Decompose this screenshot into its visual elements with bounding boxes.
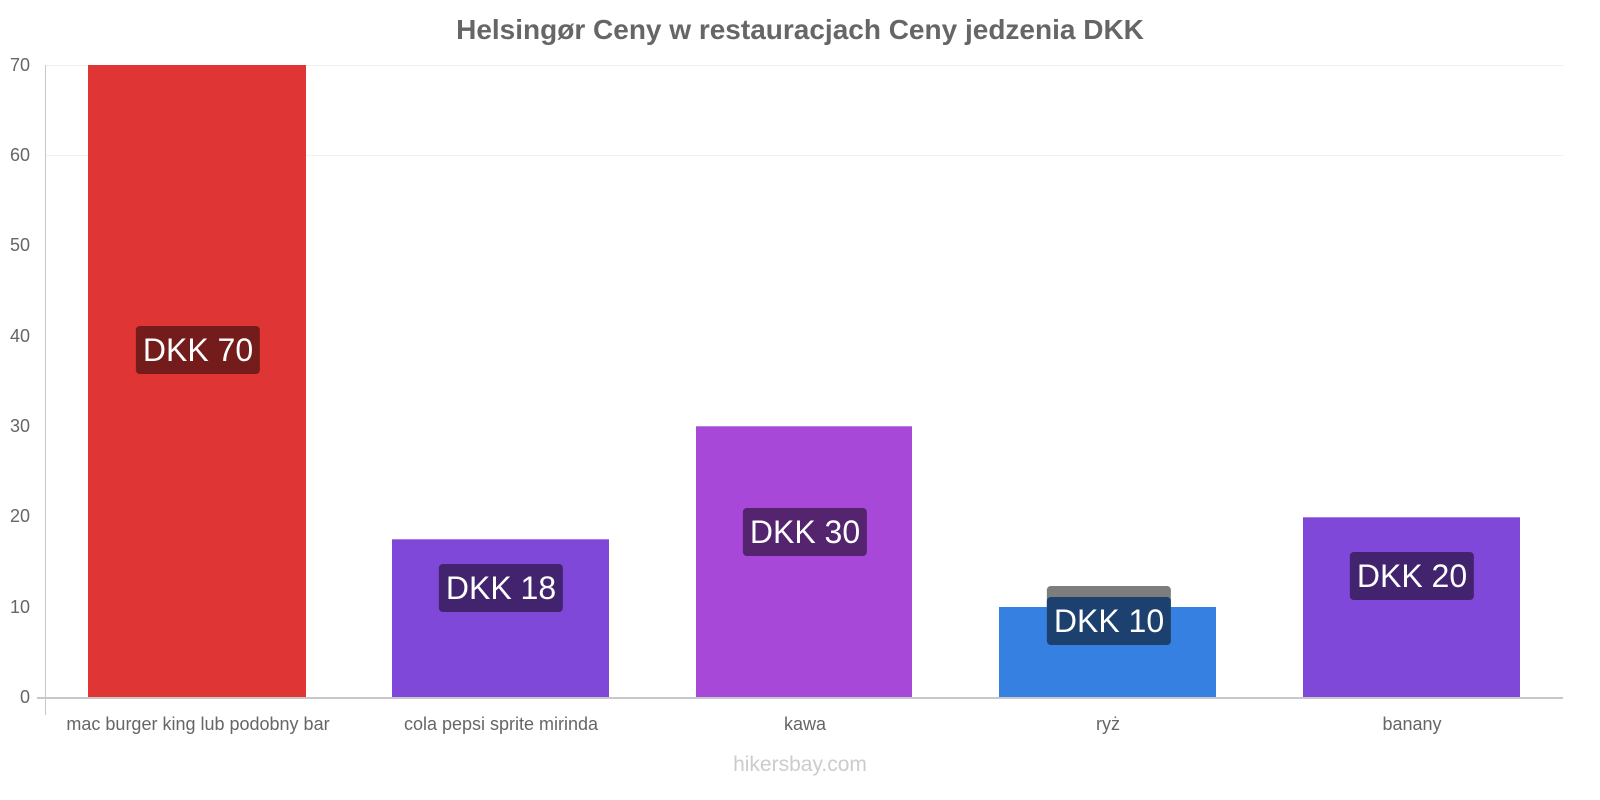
- data-label-ryz: DKK 10: [1046, 597, 1172, 645]
- x-label-mac-burger: mac burger king lub podobny bar: [66, 714, 330, 734]
- y-tick-30: 30: [9, 416, 30, 436]
- y-tick-20: 20: [9, 506, 30, 526]
- data-label-cola: DKK 18: [438, 564, 564, 612]
- plot-area: [45, 65, 1563, 697]
- y-tick-40: 40: [9, 326, 30, 346]
- gridline-70: [45, 65, 1563, 66]
- data-label-mac-burger: DKK 70: [135, 326, 261, 374]
- x-axis-line: [37, 697, 1563, 699]
- y-tick-70: 70: [9, 55, 30, 75]
- y-tick-10: 10: [9, 597, 30, 617]
- gridline-60: [45, 155, 1563, 156]
- chart-title: Helsingør Ceny w restauracjach Ceny jedz…: [456, 14, 1144, 45]
- bar-mac-burger: [88, 65, 306, 697]
- x-label-ryz: ryż: [1096, 714, 1120, 734]
- data-label-kawa: DKK 30: [742, 508, 868, 556]
- y-axis-line: [45, 65, 46, 715]
- x-label-kawa: kawa: [783, 714, 827, 734]
- x-label-banany: banany: [1382, 714, 1442, 734]
- bar-cola: [392, 539, 609, 697]
- y-tick-50: 50: [9, 235, 30, 255]
- x-label-cola: cola pepsi sprite mirinda: [403, 714, 599, 734]
- bar-kawa: [696, 426, 912, 697]
- y-tick-0: 0: [19, 687, 30, 707]
- bar-banany: [1303, 517, 1520, 697]
- watermark: hikersbay.com: [733, 753, 867, 776]
- data-label-banany: DKK 20: [1349, 552, 1475, 600]
- y-tick-60: 60: [9, 145, 30, 165]
